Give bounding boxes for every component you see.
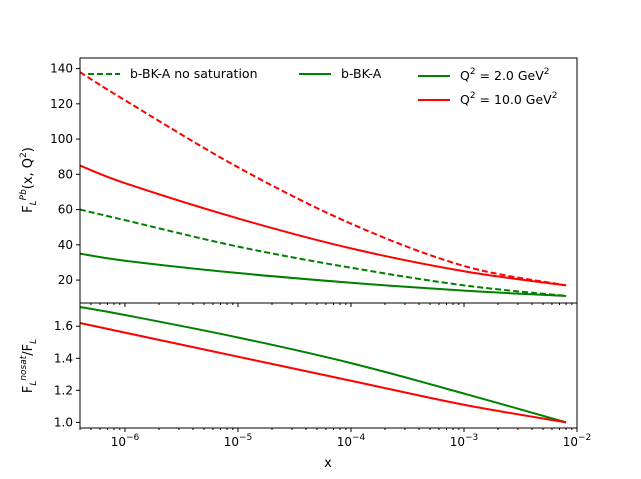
bottom-y-ticks: 1.0 1.2 1.4 1.6	[54, 319, 80, 429]
legend: b-BK-A no saturation b-BK-A Q2 = 2.0 GeV…	[88, 66, 557, 107]
legend-item-bbka: b-BK-A	[299, 66, 382, 81]
y-tick-label: 1.2	[54, 383, 73, 397]
legend-label-bbka: b-BK-A	[341, 66, 382, 81]
bottom-panel: 1.0 1.2 1.4 1.6 10−6 10−5 10−4 10−3 10−2 FLnosa…	[19, 302, 592, 471]
series-line-p0-2	[79, 208, 567, 297]
top-series-group	[79, 71, 567, 297]
y-tick-label: 1.4	[54, 351, 73, 365]
x-tick-label: 10−2	[563, 433, 592, 449]
y-tick-label: 100	[50, 132, 73, 146]
series-line-p0-1	[79, 164, 567, 287]
bottom-x-ticks: 10−6 10−5 10−4 10−3 10−2	[79, 428, 592, 449]
x-axis-label: x	[324, 456, 332, 471]
series-line-p0-0	[79, 71, 567, 287]
y-tick-label: 1.0	[54, 415, 73, 429]
bottom-y-label: FLnosat/FL	[19, 339, 39, 393]
legend-label-q2-10: Q2 = 10.0 GeV2	[460, 91, 557, 107]
legend-label-q2-2: Q2 = 2.0 GeV2	[460, 67, 550, 83]
series-line-p1-0	[79, 306, 567, 424]
legend-label-no-saturation: b-BK-A no saturation	[130, 66, 258, 81]
series-line-p0-3	[79, 252, 567, 297]
top-y-label: FLPb(x, Q2)	[19, 147, 39, 213]
x-tick-label: 10−4	[337, 433, 366, 449]
y-tick-label: 1.6	[54, 319, 73, 333]
legend-item-q2-2: Q2 = 2.0 GeV2	[418, 67, 550, 83]
top-panel: 20 40 60 80 100 120 140 FLPb(x, Q2) b-BK-A no …	[19, 57, 578, 307]
y-tick-label: 140	[50, 62, 73, 76]
x-tick-label: 10−5	[224, 433, 253, 449]
series-line-p1-1	[79, 322, 567, 424]
y-tick-label: 40	[58, 238, 73, 252]
y-tick-label: 80	[58, 167, 73, 181]
legend-item-q2-10: Q2 = 10.0 GeV2	[418, 91, 557, 107]
y-tick-label: 60	[58, 203, 73, 217]
y-tick-label: 20	[58, 273, 73, 287]
bottom-axes-frame	[79, 302, 578, 429]
x-tick-label: 10−3	[450, 433, 479, 449]
x-tick-label: 10−6	[111, 433, 140, 449]
legend-item-no-saturation: b-BK-A no saturation	[88, 66, 258, 81]
top-y-ticks: 20 40 60 80 100 120 140	[50, 62, 80, 287]
bottom-series-group	[79, 306, 567, 424]
y-tick-label: 120	[50, 97, 73, 111]
